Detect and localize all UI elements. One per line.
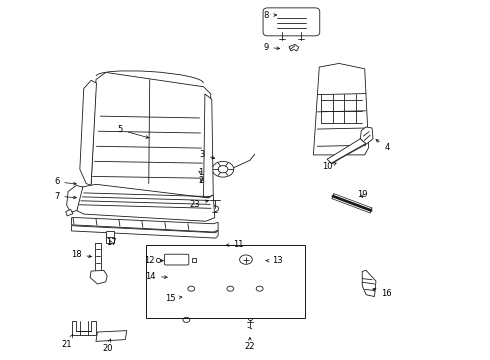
Text: 18: 18: [71, 250, 92, 259]
FancyBboxPatch shape: [263, 8, 320, 36]
Text: 1: 1: [198, 168, 203, 177]
Text: 14: 14: [146, 271, 167, 280]
Polygon shape: [360, 127, 373, 144]
Polygon shape: [72, 320, 96, 335]
Text: 7: 7: [54, 192, 76, 201]
Text: 11: 11: [226, 240, 244, 249]
Text: 9: 9: [263, 43, 280, 52]
Text: 8: 8: [263, 10, 277, 19]
Polygon shape: [327, 139, 366, 164]
Polygon shape: [80, 80, 97, 185]
Polygon shape: [91, 72, 211, 202]
Text: 21: 21: [61, 334, 73, 348]
Text: 16: 16: [373, 288, 392, 298]
Bar: [147, 244, 305, 318]
Text: 6: 6: [54, 177, 76, 186]
Text: 20: 20: [102, 339, 113, 353]
Polygon shape: [289, 44, 299, 51]
Polygon shape: [203, 94, 213, 198]
Text: 17: 17: [106, 238, 116, 247]
Text: 19: 19: [357, 190, 367, 199]
Text: 23: 23: [190, 199, 208, 208]
Text: 15: 15: [165, 294, 182, 303]
Text: 10: 10: [322, 162, 336, 171]
Polygon shape: [76, 184, 215, 221]
Text: 13: 13: [266, 256, 283, 265]
Text: 5: 5: [118, 125, 149, 138]
Text: 4: 4: [376, 140, 390, 152]
Polygon shape: [72, 226, 218, 238]
Text: 22: 22: [245, 337, 255, 351]
Text: 2: 2: [198, 176, 204, 185]
FancyBboxPatch shape: [164, 254, 189, 265]
Polygon shape: [362, 270, 376, 297]
Polygon shape: [96, 330, 127, 341]
Polygon shape: [72, 218, 218, 232]
Text: 3: 3: [199, 150, 215, 159]
Polygon shape: [90, 270, 107, 284]
Polygon shape: [314, 63, 368, 155]
Bar: [321, 94, 362, 123]
Polygon shape: [67, 185, 83, 212]
Text: 12: 12: [144, 256, 163, 265]
Polygon shape: [106, 231, 114, 243]
Polygon shape: [66, 210, 73, 216]
